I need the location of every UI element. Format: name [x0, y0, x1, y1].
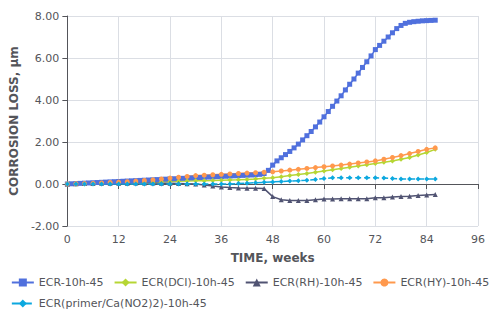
svg-text:0.00: 0.00 — [35, 178, 60, 191]
svg-text:60: 60 — [317, 233, 331, 246]
svg-text:72: 72 — [368, 233, 382, 246]
svg-text:24: 24 — [163, 233, 177, 246]
svg-text:12: 12 — [112, 233, 126, 246]
svg-text:CORROSION LOSS, µm: CORROSION LOSS, µm — [7, 46, 21, 195]
svg-text:ECR(primer/Ca(NO2)2)-10h-45: ECR(primer/Ca(NO2)2)-10h-45 — [39, 297, 207, 310]
svg-text:8.00: 8.00 — [35, 10, 60, 23]
svg-text:0: 0 — [64, 233, 71, 246]
svg-text:96: 96 — [471, 233, 485, 246]
svg-text:TIME, weeks: TIME, weeks — [231, 251, 315, 265]
svg-text:ECR-10h-45: ECR-10h-45 — [39, 276, 104, 289]
svg-text:84: 84 — [420, 233, 434, 246]
svg-text:48: 48 — [266, 233, 280, 246]
svg-text:36: 36 — [214, 233, 228, 246]
svg-text:ECR(DCI)-10h-45: ECR(DCI)-10h-45 — [142, 276, 235, 289]
svg-text:4.00: 4.00 — [35, 94, 60, 107]
svg-text:-2.00: -2.00 — [31, 220, 59, 233]
svg-text:ECR(HY)-10h-45: ECR(HY)-10h-45 — [400, 276, 489, 289]
svg-text:ECR(RH)-10h-45: ECR(RH)-10h-45 — [273, 276, 363, 289]
svg-text:2.00: 2.00 — [35, 136, 60, 149]
svg-text:6.00: 6.00 — [35, 52, 60, 65]
